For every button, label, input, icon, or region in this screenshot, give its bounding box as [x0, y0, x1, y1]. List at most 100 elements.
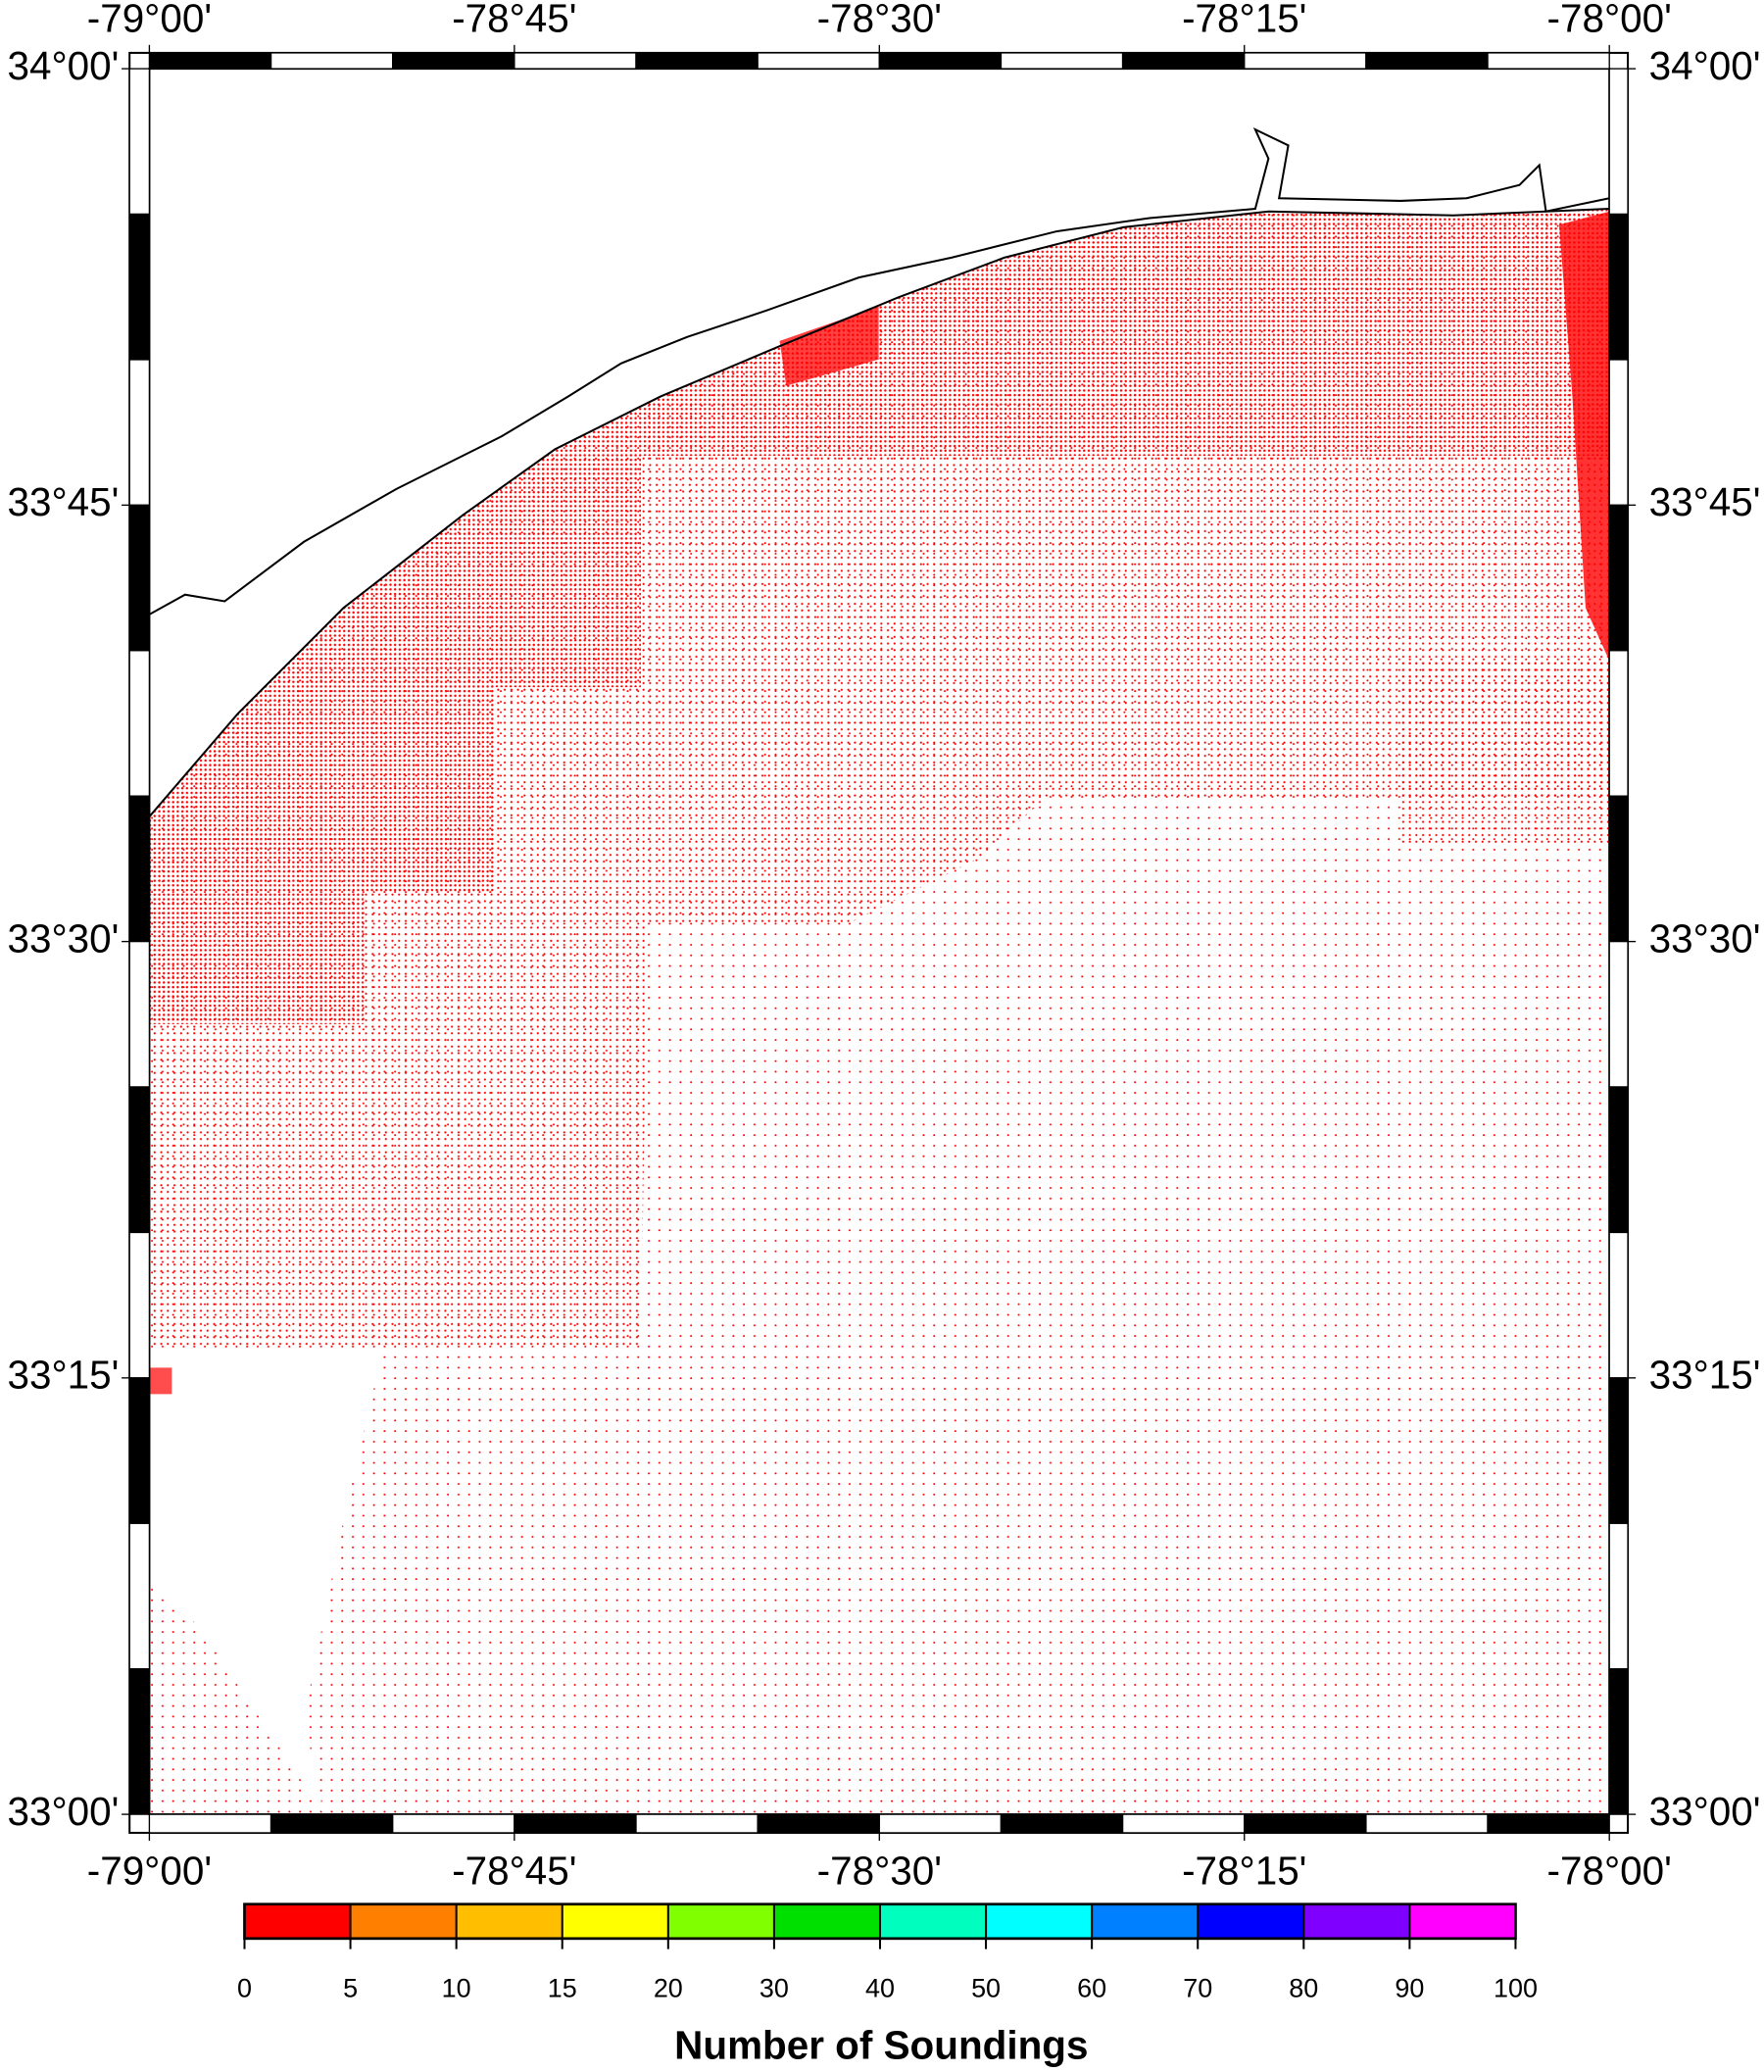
frame-band — [1487, 52, 1610, 70]
x-tick-label: -78°30' — [817, 0, 942, 40]
colorbar-title: Number of Soundings — [674, 2022, 1088, 2067]
frame-band — [1365, 52, 1489, 70]
medium-soundings-east — [1400, 661, 1610, 846]
frame-band — [128, 1522, 151, 1670]
y-tick-label: 34°00' — [8, 43, 120, 88]
dense-soundings — [149, 209, 1610, 1024]
frame-band — [148, 52, 272, 70]
frame-band — [1487, 1813, 1610, 1834]
colorbar-tick-label: 60 — [1077, 1974, 1106, 2003]
x-tick-label: -78°15' — [1182, 0, 1306, 40]
frame-band — [1121, 52, 1246, 70]
frame-band — [1608, 68, 1629, 216]
frame-band — [757, 52, 880, 70]
x-tick-label: -78°00' — [1547, 0, 1672, 40]
medium-soundings — [149, 456, 1610, 1349]
x-tick-label: -78°15' — [1182, 1848, 1306, 1893]
colorbar-segment — [350, 1903, 457, 1939]
frame-band — [1121, 1813, 1246, 1834]
colorbar-segment — [562, 1903, 668, 1939]
colorbar-tick-label: 100 — [1494, 1974, 1538, 2003]
colorbar-segment — [1409, 1903, 1516, 1939]
frame-band — [1365, 1813, 1489, 1834]
frame-band — [1244, 52, 1367, 70]
frame-band — [1000, 1813, 1124, 1834]
frame-band — [270, 1813, 394, 1834]
colorbar-segment — [667, 1903, 774, 1939]
frame-band — [128, 213, 151, 361]
x-tick-label: -79°00' — [87, 0, 212, 40]
colorbar-segment — [244, 1903, 351, 1939]
colorbar-segment — [1303, 1903, 1410, 1939]
frame-band — [514, 52, 637, 70]
frame-band — [635, 1813, 759, 1834]
colorbar-segment — [986, 1903, 1093, 1939]
frame-band — [392, 1813, 515, 1834]
x-tick-label: -78°00' — [1547, 1848, 1672, 1893]
frame-band — [128, 1086, 151, 1234]
sparse-soundings-sw — [149, 1585, 324, 1815]
tick-labels: -79°00' -79°00' -78°45' -78°45' -78°30' -78°3… — [8, 0, 1761, 1893]
y-tick-label: 33°45' — [8, 479, 120, 524]
dense-soundings-inlet — [1558, 211, 1610, 662]
frame-band — [1244, 1813, 1367, 1834]
y-tick-label: 34°00' — [1649, 43, 1761, 88]
colorbar-tick-label: 15 — [548, 1974, 577, 2003]
colorbar-tick-label: 70 — [1183, 1974, 1212, 2003]
y-tick-label: 33°30' — [1649, 915, 1761, 961]
colorbar-tick-label: 80 — [1289, 1974, 1318, 2003]
colorbar-tick-label: 10 — [442, 1974, 471, 2003]
frame-band — [635, 52, 759, 70]
coastline — [149, 208, 1610, 817]
frame-band — [878, 52, 1003, 70]
frame-band — [878, 1813, 1003, 1834]
frame-band — [128, 68, 151, 216]
x-tick-label: -78°45' — [452, 1848, 576, 1893]
colorbar-segment — [879, 1903, 987, 1939]
frame-band — [1608, 795, 1629, 943]
frame-band — [148, 1813, 272, 1834]
colorbar-tick-label: 5 — [343, 1974, 358, 2003]
colorbar-tick-label: 20 — [654, 1974, 683, 2003]
frame-band — [270, 52, 394, 70]
colorbar-tick-label: 90 — [1395, 1974, 1424, 2003]
frame-band — [1608, 1668, 1629, 1815]
y-tick-label: 33°15' — [8, 1353, 120, 1398]
frame-band — [1608, 504, 1629, 652]
sounding-density — [149, 127, 1610, 1815]
colorbar-segment — [1092, 1903, 1199, 1939]
frame-band — [1608, 1086, 1629, 1234]
frame-band — [1608, 1231, 1629, 1379]
colorbar-tick-label: 50 — [971, 1974, 1001, 2003]
frame-band — [1608, 940, 1629, 1088]
frame-band — [128, 359, 151, 507]
frame-band — [1608, 1522, 1629, 1670]
y-tick-label: 33°00' — [1649, 1789, 1761, 1834]
x-tick-label: -78°30' — [817, 1848, 942, 1893]
y-tick-label: 33°45' — [1649, 479, 1761, 524]
colorbar-tick-label: 40 — [865, 1974, 895, 2003]
colorbar-segment — [773, 1903, 880, 1939]
x-tick-label: -79°00' — [87, 1848, 212, 1893]
frame-band — [1608, 650, 1629, 797]
frame-band — [128, 1231, 151, 1379]
frame-band — [1608, 213, 1629, 361]
frame-band — [757, 1813, 880, 1834]
frame-band — [1608, 1377, 1629, 1524]
colorbar-segment — [456, 1903, 563, 1939]
colorbar-segment — [1198, 1903, 1304, 1939]
colorbar-tick-label: 30 — [760, 1974, 789, 2003]
frame-band — [128, 940, 151, 1088]
colorbar-tick-label: 0 — [237, 1974, 252, 2003]
y-tick-label: 33°00' — [8, 1789, 120, 1834]
x-tick-label: -78°45' — [452, 0, 576, 40]
frame-band — [1000, 52, 1124, 70]
colorbar: 0 5 10 15 20 30 40 50 60 70 80 90 100 — [237, 1902, 1538, 2003]
y-tick-label: 33°30' — [8, 915, 120, 961]
dense-soundings-block — [779, 306, 879, 386]
frame-band — [128, 1668, 151, 1815]
frame-band — [128, 504, 151, 652]
frame-bands — [128, 52, 1629, 1834]
frame-band — [1608, 359, 1629, 507]
